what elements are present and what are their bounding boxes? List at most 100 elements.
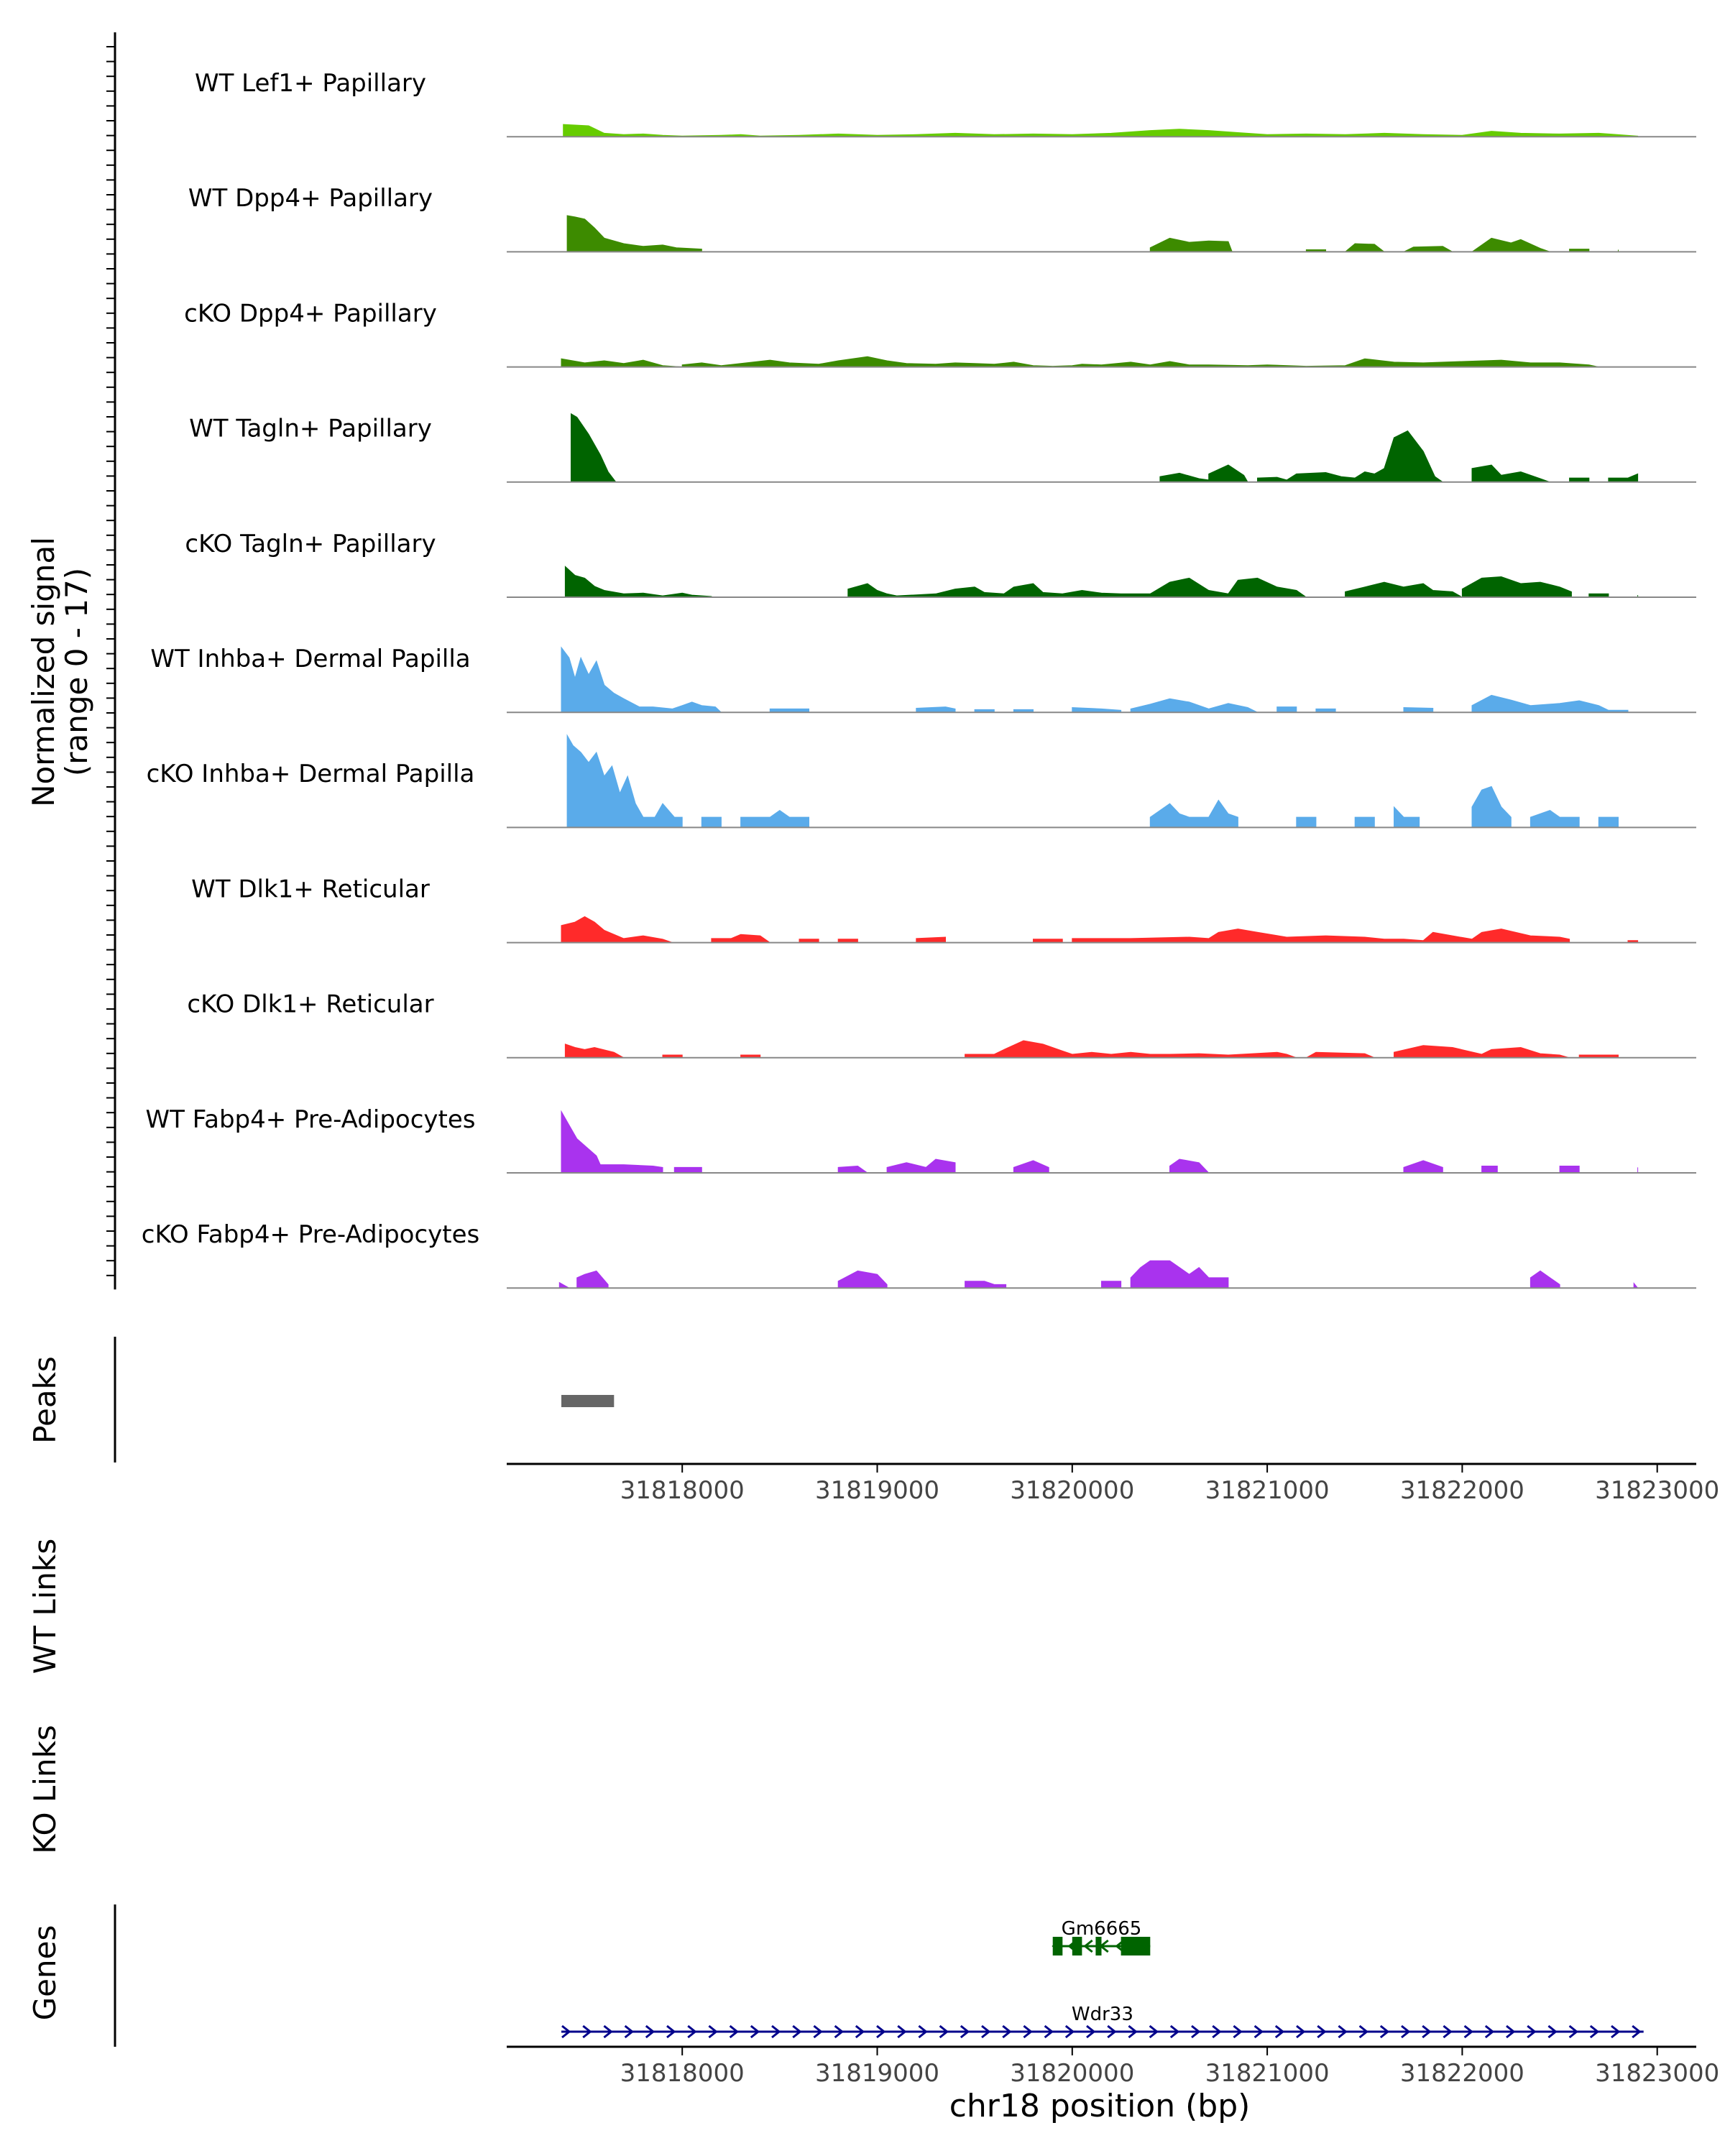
strand-chevron xyxy=(792,2024,802,2039)
gene-name-label: Gm6665 xyxy=(1062,1918,1142,1940)
strand-chevron xyxy=(897,2024,907,2039)
strand-chevron xyxy=(1296,2024,1306,2039)
track-title: cKO Fabp4+ Pre-Adipocytes xyxy=(142,1220,480,1249)
track-title: WT Tagln+ Papillary xyxy=(189,415,432,443)
track-title: WT Fabp4+ Pre-Adipocytes xyxy=(146,1105,476,1134)
strand-chevron xyxy=(834,2024,845,2039)
strand-chevron xyxy=(1274,2024,1285,2039)
coverage-area xyxy=(566,215,1619,252)
strand-chevron xyxy=(1632,2024,1642,2039)
strand-chevron xyxy=(1484,2024,1495,2039)
coverage-area xyxy=(561,1110,1639,1174)
strand-chevron xyxy=(1169,2024,1180,2039)
peaks-x-axis-tick-label: 31818000 xyxy=(620,1476,745,1505)
gene-exon xyxy=(1095,1937,1102,1955)
strand-chevron xyxy=(729,2024,740,2039)
genes-x-axis-tick-label: 31821000 xyxy=(1205,2059,1330,2088)
strand-chevron xyxy=(1149,2024,1159,2039)
strand-chevron xyxy=(1044,2024,1054,2039)
strand-chevron xyxy=(1568,2024,1579,2039)
track-title: cKO Inhba+ Dermal Papilla xyxy=(147,760,475,788)
genes-layer xyxy=(561,1937,1644,2039)
strand-chevron xyxy=(603,2024,613,2039)
strand-chevron xyxy=(1401,2024,1411,2039)
strand-chevron xyxy=(1191,2024,1201,2039)
track-title: cKO Tagln+ Papillary xyxy=(185,530,436,558)
peaks-label: Peaks xyxy=(27,1356,63,1444)
axes-layer xyxy=(106,32,1696,2055)
signal-y-axis-label: Normalized signal(range 0 - 17) xyxy=(26,537,94,807)
strand-chevron xyxy=(1212,2024,1222,2039)
strand-chevron xyxy=(960,2024,970,2039)
coverage-area xyxy=(561,356,1599,368)
genes-x-axis-tick-label: 31819000 xyxy=(815,2059,939,2088)
genes-label: Genes xyxy=(27,1925,63,2021)
coverage-area xyxy=(571,413,1639,483)
strand-chevron xyxy=(876,2024,886,2039)
peak-bar xyxy=(561,1395,615,1407)
strand-chevron xyxy=(624,2024,635,2039)
strand-chevron xyxy=(1338,2024,1348,2039)
strand-chevron xyxy=(771,2024,781,2039)
strand-chevron xyxy=(1002,2024,1012,2039)
strand-chevron xyxy=(1527,2024,1537,2039)
coverage-area xyxy=(561,646,1629,713)
gene-name-label: Wdr33 xyxy=(1072,2004,1133,2025)
strand-chevron xyxy=(1422,2024,1432,2039)
labels-layer: Normalized signal(range 0 - 17) WT Lef1+ … xyxy=(26,69,1719,2124)
strand-chevron xyxy=(1358,2024,1369,2039)
track-title: cKO Dlk1+ Reticular xyxy=(187,990,433,1019)
track-title: cKO Dpp4+ Papillary xyxy=(184,299,437,328)
strand-chevron xyxy=(1463,2024,1474,2039)
strand-chevron xyxy=(1107,2024,1117,2039)
wt-links-label: WT Links xyxy=(27,1539,63,1674)
strand-chevron xyxy=(1023,2024,1033,2039)
signal-y-axis-label-line: Normalized signal xyxy=(26,537,61,807)
strand-chevron xyxy=(813,2024,823,2039)
track-title: WT Dlk1+ Reticular xyxy=(191,875,430,903)
gene-exon xyxy=(1052,1937,1063,1955)
peaks-x-axis-tick-label: 31823000 xyxy=(1595,1476,1719,1505)
gene-exon xyxy=(1072,1937,1082,1955)
strand-chevron xyxy=(666,2024,676,2039)
strand-chevron xyxy=(1317,2024,1327,2039)
strand-chevron xyxy=(981,2024,991,2039)
coverage-area xyxy=(564,566,1639,598)
strand-chevron xyxy=(1443,2024,1453,2039)
strand-chevron xyxy=(1083,1939,1093,1953)
strand-chevron xyxy=(1611,2024,1621,2039)
strand-chevron xyxy=(1589,2024,1600,2039)
coverage-area xyxy=(564,1040,1619,1059)
strand-chevron xyxy=(939,2024,949,2039)
tracks-layer xyxy=(507,124,1696,1289)
x-axis-label: chr18 position (bp) xyxy=(949,2088,1251,2124)
strand-chevron xyxy=(1233,2024,1243,2039)
gene-exon xyxy=(1121,1937,1151,1955)
strand-chevron xyxy=(1379,2024,1390,2039)
strand-chevron xyxy=(687,2024,697,2039)
track-title: WT Dpp4+ Papillary xyxy=(188,184,433,213)
coverage-area xyxy=(561,916,1639,944)
coverage-area xyxy=(563,124,1639,137)
peaks-x-axis-tick-label: 31819000 xyxy=(815,1476,939,1505)
strand-chevron xyxy=(1254,2024,1264,2039)
track-title: WT Lef1+ Papillary xyxy=(195,69,426,98)
strand-chevron xyxy=(708,2024,718,2039)
strand-chevron xyxy=(1086,2024,1096,2039)
peaks-x-axis-tick-label: 31820000 xyxy=(1010,1476,1134,1505)
strand-chevron xyxy=(1064,2024,1075,2039)
strand-chevron xyxy=(582,2024,592,2039)
strand-chevron xyxy=(1547,2024,1558,2039)
genes-x-axis-tick-label: 31818000 xyxy=(620,2059,745,2088)
coverage-area xyxy=(558,1260,1639,1289)
strand-chevron xyxy=(918,2024,928,2039)
genes-x-axis-tick-label: 31823000 xyxy=(1595,2059,1719,2088)
genes-x-axis-tick-label: 31822000 xyxy=(1400,2059,1524,2088)
coverage-area xyxy=(566,734,1619,828)
strand-chevron xyxy=(750,2024,760,2039)
genes-x-axis-tick-label: 31820000 xyxy=(1010,2059,1134,2088)
strand-chevron xyxy=(645,2024,656,2039)
strand-chevron xyxy=(561,2024,571,2039)
strand-chevron xyxy=(1128,2024,1138,2039)
